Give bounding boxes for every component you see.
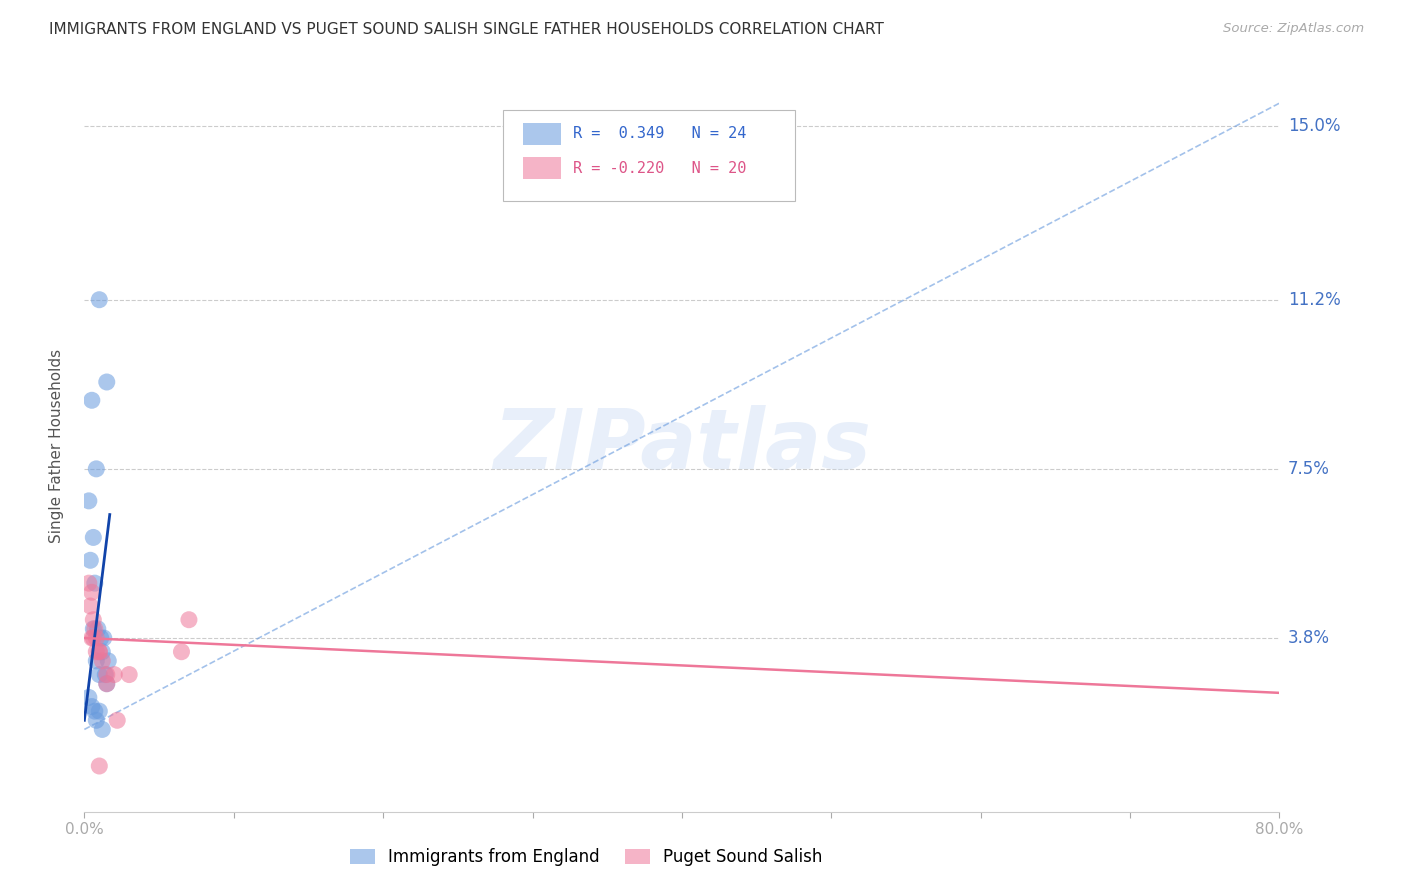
Text: Source: ZipAtlas.com: Source: ZipAtlas.com — [1223, 22, 1364, 36]
Point — [80, 585, 103, 599]
Point — [77, 494, 100, 508]
Point — [105, 714, 128, 728]
Point — [79, 553, 101, 567]
Text: R = -0.220   N = 20: R = -0.220 N = 20 — [574, 161, 747, 176]
Point — [80, 631, 103, 645]
Point — [80, 699, 103, 714]
Point — [89, 645, 111, 659]
Point — [103, 667, 125, 681]
FancyBboxPatch shape — [523, 123, 561, 145]
Point — [97, 654, 120, 668]
Text: 7.5%: 7.5% — [1288, 460, 1330, 478]
Point — [89, 704, 111, 718]
Y-axis label: Single Father Households: Single Father Households — [49, 349, 63, 543]
Point — [79, 599, 101, 613]
Point — [82, 631, 104, 645]
FancyBboxPatch shape — [503, 110, 796, 201]
Point — [77, 690, 100, 705]
Point — [89, 293, 111, 307]
Point — [177, 613, 200, 627]
Point — [94, 667, 117, 681]
Point — [83, 622, 105, 636]
Point — [86, 714, 108, 728]
Point — [91, 645, 114, 659]
Point — [82, 622, 104, 636]
Point — [86, 462, 108, 476]
Point — [83, 576, 105, 591]
Point — [91, 654, 114, 668]
Point — [89, 645, 111, 659]
Text: IMMIGRANTS FROM ENGLAND VS PUGET SOUND SALISH SINGLE FATHER HOUSEHOLDS CORRELATI: IMMIGRANTS FROM ENGLAND VS PUGET SOUND S… — [49, 22, 884, 37]
Text: ZIPatlas: ZIPatlas — [494, 406, 870, 486]
Point — [83, 704, 105, 718]
Text: 11.2%: 11.2% — [1288, 291, 1340, 309]
Legend: Immigrants from England, Puget Sound Salish: Immigrants from England, Puget Sound Sal… — [343, 841, 830, 873]
Point — [86, 631, 108, 645]
Point — [90, 631, 112, 645]
Text: R =  0.349   N = 24: R = 0.349 N = 24 — [574, 126, 747, 141]
Point — [89, 667, 111, 681]
Point — [118, 667, 141, 681]
FancyBboxPatch shape — [523, 157, 561, 179]
Point — [82, 530, 104, 544]
Point — [93, 631, 115, 645]
Point — [87, 622, 110, 636]
Point — [170, 645, 193, 659]
Point — [96, 676, 118, 690]
Point — [80, 393, 103, 408]
Point — [96, 676, 118, 690]
Point — [86, 654, 108, 668]
Point — [77, 576, 100, 591]
Point — [91, 723, 114, 737]
Text: 3.8%: 3.8% — [1288, 629, 1330, 647]
Point — [96, 375, 118, 389]
Point — [86, 645, 108, 659]
Point — [89, 759, 111, 773]
Point — [96, 667, 118, 681]
Point — [82, 613, 104, 627]
Text: 15.0%: 15.0% — [1288, 117, 1340, 135]
